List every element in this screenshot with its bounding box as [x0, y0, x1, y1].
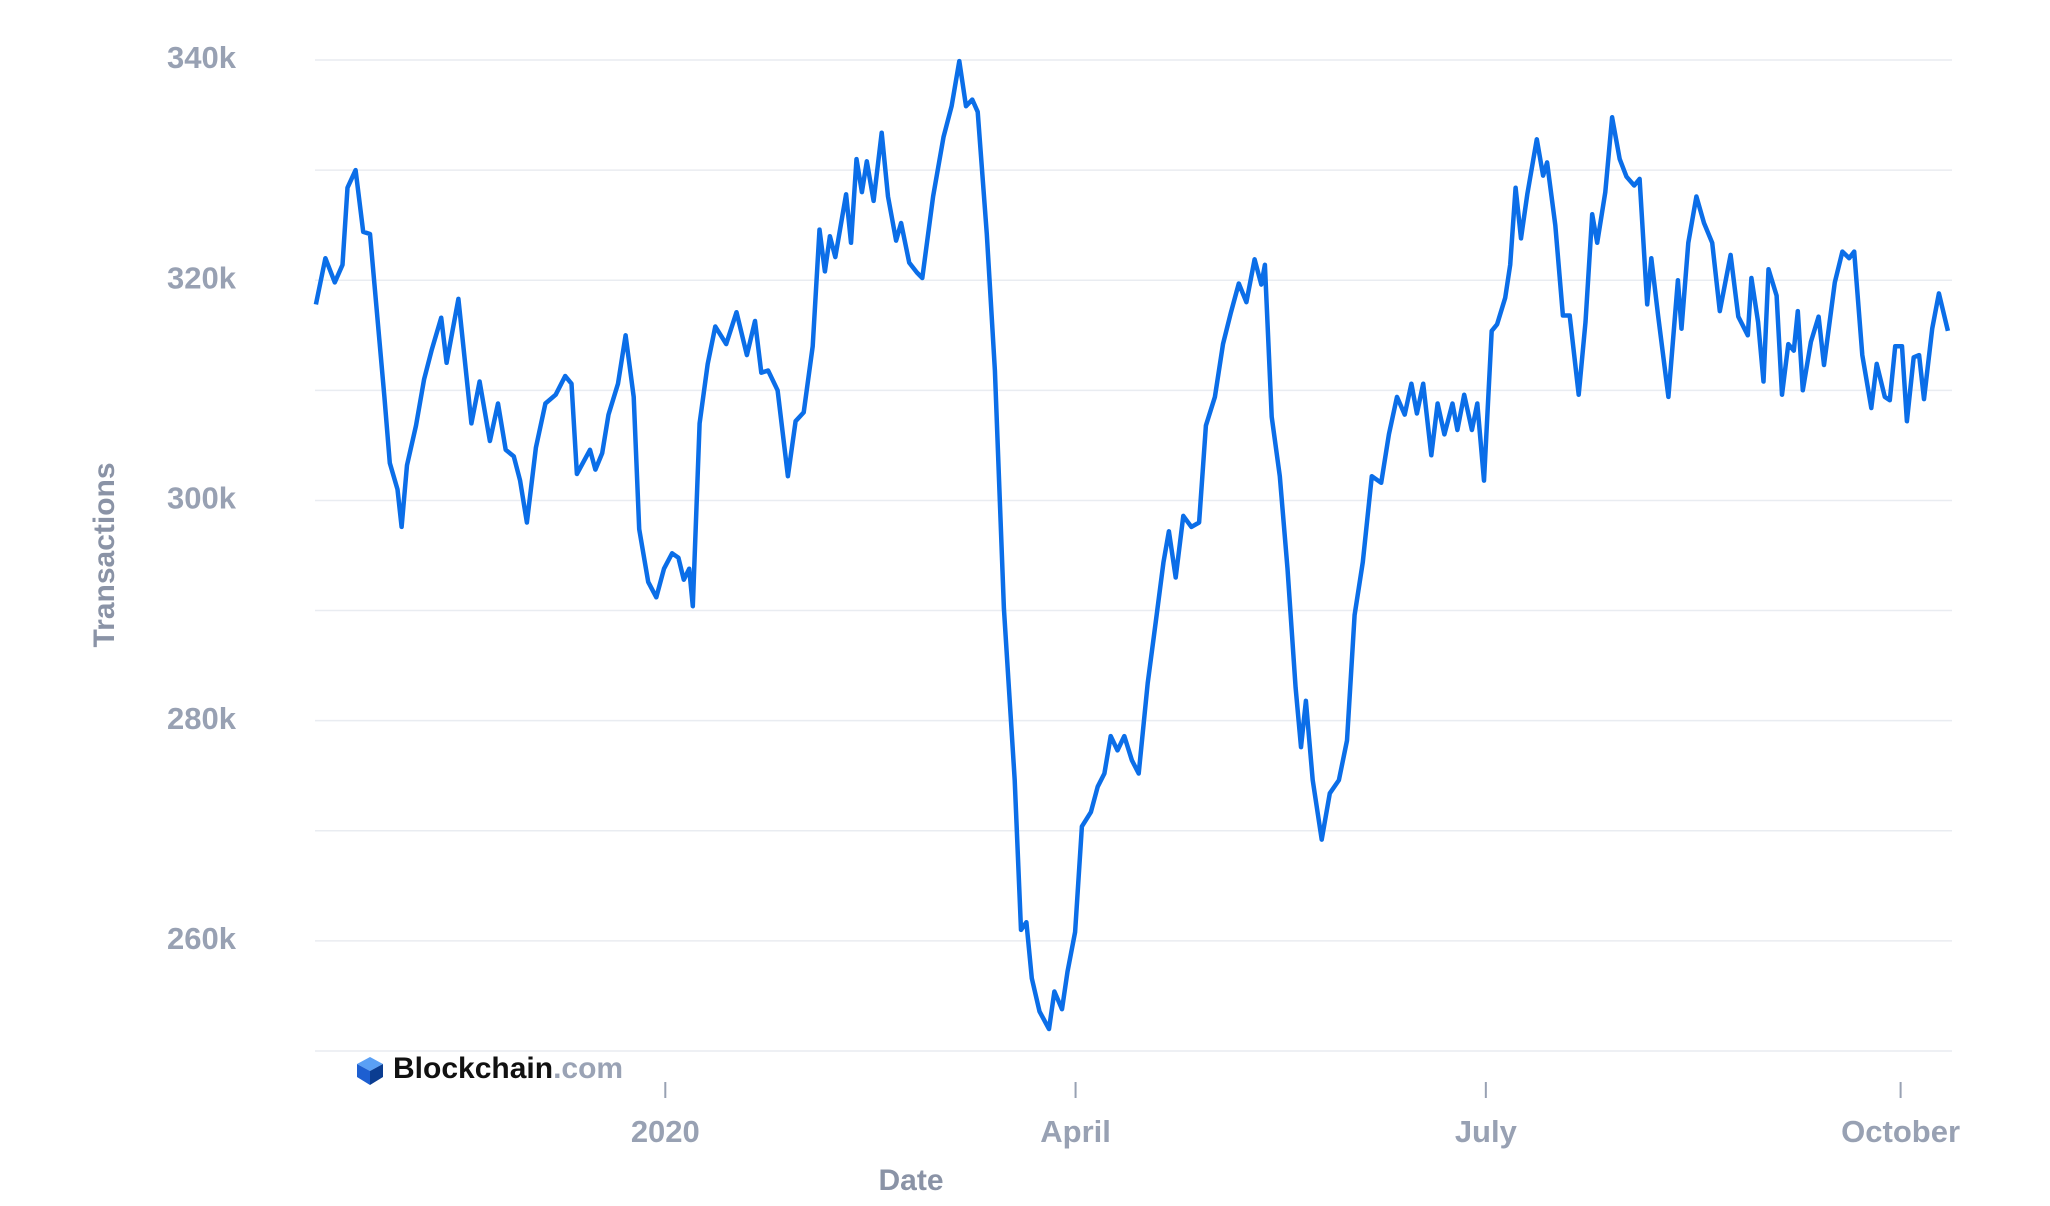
- x-tick-label: 2020: [631, 1114, 700, 1149]
- x-tick-label: April: [1040, 1114, 1111, 1149]
- y-tick-label: 260k: [167, 921, 237, 956]
- y-tick-label: 340k: [167, 40, 237, 75]
- logo-left: [357, 1064, 370, 1085]
- y-tick-label: 280k: [167, 701, 237, 736]
- y-axis-title: Transactions: [88, 462, 121, 647]
- watermark-name: Blockchain: [393, 1052, 553, 1085]
- watermark: Blockchain.com: [357, 1052, 623, 1085]
- x-tick-label: October: [1841, 1114, 1960, 1149]
- x-tick-label: July: [1455, 1114, 1518, 1149]
- logo-right: [370, 1064, 383, 1085]
- y-tick-label: 320k: [167, 260, 237, 295]
- watermark-text: Blockchain.com: [393, 1052, 623, 1085]
- watermark-suffix: .com: [553, 1052, 623, 1085]
- x-axis-title: Date: [878, 1164, 943, 1197]
- data-line: [313, 58, 1951, 1032]
- y-tick-label: 300k: [167, 481, 237, 516]
